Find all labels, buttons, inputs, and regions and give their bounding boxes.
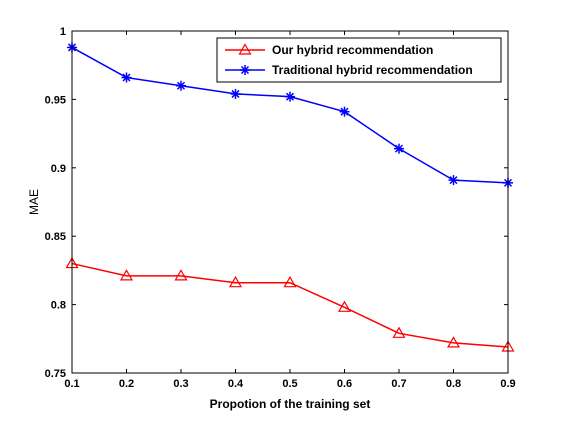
y-tick-label: 0.95 (45, 94, 66, 106)
x-tick-label: 0.2 (119, 378, 134, 390)
ticks-layer: 0.1 0.2 0.3 0.4 0.5 0.6 0.7 0.8 0.9 0.75 0.8 0.85 0.… (45, 26, 516, 390)
y-tick-label: 0.85 (45, 231, 66, 243)
x-tick-label: 0.5 (282, 378, 297, 390)
x-tick-label: 0.8 (446, 378, 461, 390)
data-point-our-hybrid (174, 269, 188, 281)
data-point-traditional-hybrid (448, 175, 459, 186)
x-tick-label: 0.6 (337, 378, 352, 390)
data-point-our-hybrid (119, 269, 134, 281)
x-axis-label: Propotion of the training set (210, 397, 371, 411)
x-tick-label: 0.9 (500, 378, 515, 390)
legend-marker-traditional-hybrid (240, 65, 250, 75)
data-point-traditional-hybrid (176, 80, 186, 91)
data-point-our-hybrid (228, 276, 243, 288)
x-tick-label: 0.1 (64, 378, 79, 390)
x-tick-label: 0.4 (228, 378, 244, 390)
data-point-traditional-hybrid (230, 88, 241, 99)
data-point-our-hybrid (446, 336, 461, 348)
y-tick-label: 0.8 (51, 300, 66, 312)
y-tick-label: 1 (60, 26, 66, 38)
legend-label-our-hybrid: Our hybrid recommendation (272, 43, 433, 57)
data-point-our-hybrid (392, 326, 406, 338)
x-tick-label: 0.3 (173, 378, 188, 390)
data-point-our-hybrid (337, 300, 352, 312)
x-tick-label: 0.7 (391, 378, 406, 390)
legend: Our hybrid recommendation Traditional hy… (216, 37, 502, 83)
data-point-traditional-hybrid (121, 72, 132, 83)
y-tick-label: 0.75 (45, 368, 66, 380)
plot-background (72, 31, 508, 373)
data-point-traditional-hybrid (394, 143, 404, 154)
y-axis-label: MAE (27, 189, 41, 215)
series-line-our-hybrid (71, 262, 509, 348)
legend-marker-our-hybrid (238, 43, 252, 55)
y-tick-label: 0.9 (51, 163, 66, 175)
legend-label-traditional-hybrid: Traditional hybrid recommendation (272, 63, 473, 77)
legend-box (216, 37, 502, 83)
data-point-traditional-hybrid (339, 106, 350, 117)
data-point-traditional-hybrid (285, 91, 295, 102)
data-point-our-hybrid (283, 276, 297, 288)
